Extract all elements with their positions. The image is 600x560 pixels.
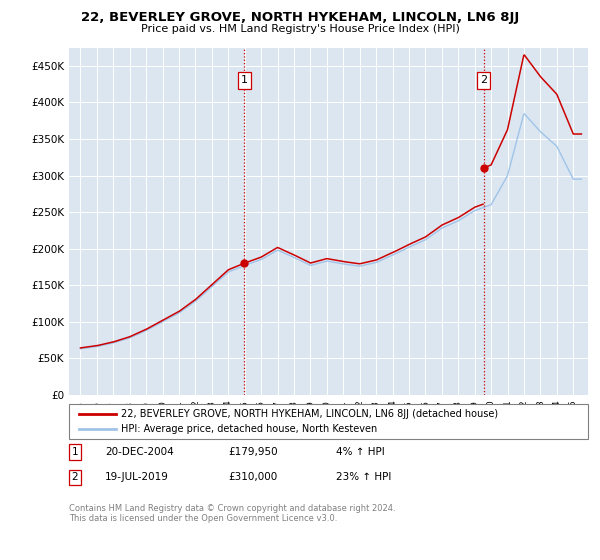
Text: 2: 2 (71, 472, 79, 482)
Text: 2: 2 (480, 76, 487, 86)
Text: 4% ↑ HPI: 4% ↑ HPI (336, 447, 385, 457)
Text: 22, BEVERLEY GROVE, NORTH HYKEHAM, LINCOLN, LN6 8JJ (detached house): 22, BEVERLEY GROVE, NORTH HYKEHAM, LINCO… (121, 409, 498, 419)
Text: Price paid vs. HM Land Registry's House Price Index (HPI): Price paid vs. HM Land Registry's House … (140, 24, 460, 34)
Text: £179,950: £179,950 (228, 447, 278, 457)
Text: 19-JUL-2019: 19-JUL-2019 (105, 472, 169, 482)
Text: Contains HM Land Registry data © Crown copyright and database right 2024.
This d: Contains HM Land Registry data © Crown c… (69, 504, 395, 524)
Text: HPI: Average price, detached house, North Kesteven: HPI: Average price, detached house, Nort… (121, 424, 377, 435)
Text: 23% ↑ HPI: 23% ↑ HPI (336, 472, 391, 482)
Text: 22, BEVERLEY GROVE, NORTH HYKEHAM, LINCOLN, LN6 8JJ: 22, BEVERLEY GROVE, NORTH HYKEHAM, LINCO… (81, 11, 519, 24)
Text: £310,000: £310,000 (228, 472, 277, 482)
Text: 1: 1 (241, 76, 248, 86)
Text: 1: 1 (71, 447, 79, 457)
Text: 20-DEC-2004: 20-DEC-2004 (105, 447, 174, 457)
